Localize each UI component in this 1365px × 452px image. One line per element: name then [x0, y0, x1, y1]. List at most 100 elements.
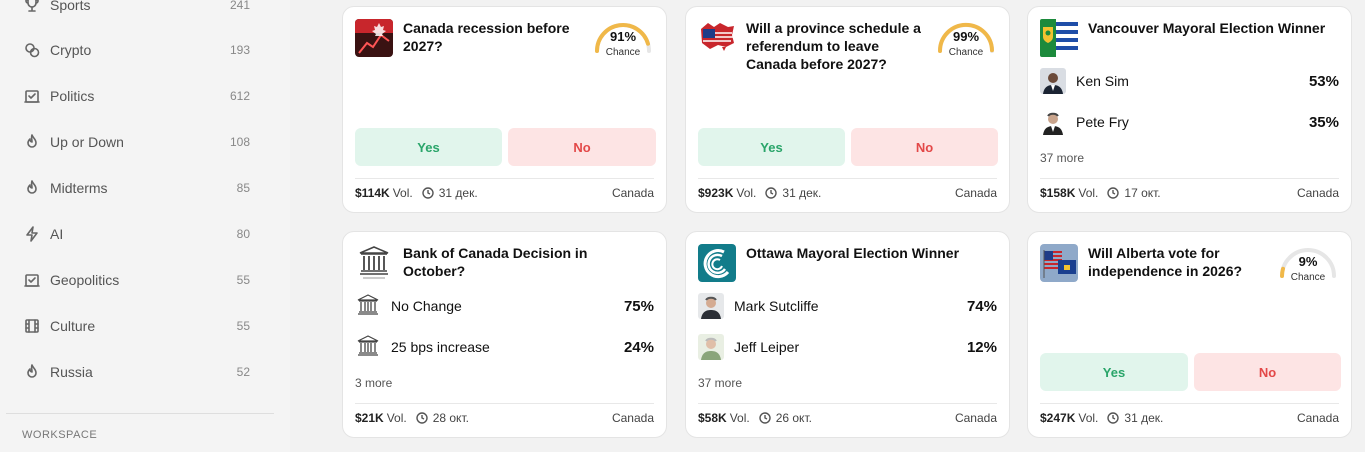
market-title[interactable]: Bank of Canada Decision in October?	[403, 245, 588, 279]
candidate-avatar	[1040, 109, 1066, 135]
outcome-row[interactable]: Jeff Leiper 12%	[698, 332, 997, 362]
sidebar-item-count: 108	[229, 135, 250, 149]
flame-icon	[22, 132, 42, 152]
sidebar-item-russia[interactable]: Russia 52	[8, 352, 270, 392]
volume-label: Vol.	[1078, 186, 1099, 200]
clock-icon	[422, 187, 434, 199]
sidebar: Sports 241 Crypto 193 Politics 612 Up or…	[0, 0, 290, 452]
outcome-row[interactable]: 25 bps increase 24%	[355, 332, 654, 362]
sidebar-item-label: Culture	[50, 318, 96, 334]
sidebar-item-label: Crypto	[50, 42, 92, 58]
outcome-name: Ken Sim	[1076, 73, 1129, 89]
sidebar-item-label: Sports	[50, 0, 91, 13]
outcome-percent: 75%	[623, 297, 654, 315]
sidebar-item-count: 193	[229, 43, 250, 57]
sidebar-item-count: 85	[236, 181, 250, 195]
usa-alberta-flag-thumbnail	[1040, 244, 1078, 282]
market-title[interactable]: Canada recession before 2027?	[403, 20, 570, 54]
category-tag[interactable]: Canada	[1296, 411, 1339, 425]
sidebar-item-midterms[interactable]: Midterms 85	[8, 168, 270, 208]
sidebar-item-up-or-down[interactable]: Up or Down 108	[8, 122, 270, 162]
market-title[interactable]: Will Alberta vote for independence in 20…	[1088, 245, 1243, 279]
volume-label: Vol.	[392, 186, 413, 200]
market-card-canada-recession[interactable]: Canada recession before 2027? 91% Chance…	[342, 6, 667, 213]
more-outcomes-link[interactable]: 3 more	[355, 376, 393, 390]
no-button[interactable]: No	[851, 128, 998, 166]
card-divider	[355, 403, 654, 404]
usa-canada-map-thumbnail	[698, 17, 736, 55]
volume-value: $247K	[1040, 411, 1076, 425]
outcome-row[interactable]: No Change 75%	[355, 291, 654, 321]
sidebar-item-crypto[interactable]: Crypto 193	[8, 30, 270, 70]
category-tag[interactable]: Canada	[954, 411, 997, 425]
sidebar-item-label: AI	[50, 226, 64, 242]
market-card-bank-of-canada[interactable]: Bank of Canada Decision in October? No C…	[342, 231, 667, 438]
chance-gauge: 99% Chance	[934, 15, 998, 63]
yes-button[interactable]: Yes	[1040, 353, 1188, 391]
category-tag[interactable]: Canada	[611, 186, 654, 200]
sidebar-item-culture[interactable]: Culture 55	[8, 306, 270, 346]
card-footer: $923K Vol. 31 дек. Canada	[698, 185, 997, 201]
card-divider	[698, 403, 997, 404]
market-card-province-referendum[interactable]: Will a province schedule a referendum to…	[685, 6, 1010, 213]
film-icon	[22, 316, 42, 336]
clock-icon	[759, 412, 771, 424]
outcome-row[interactable]: Pete Fry 35%	[1040, 107, 1339, 137]
chance-label: Chance	[605, 47, 641, 58]
volume-value: $923K	[698, 186, 734, 200]
coins-icon	[22, 40, 42, 60]
outcome-name: Pete Fry	[1076, 114, 1129, 130]
section-label-workspace: WORKSPACE	[22, 429, 98, 441]
ottawa-logo-thumbnail	[698, 244, 736, 282]
market-card-vancouver-mayor[interactable]: Vancouver Mayoral Election Winner Ken Si…	[1027, 6, 1352, 213]
category-tag[interactable]: Canada	[611, 411, 654, 425]
chance-gauge: 9% Chance	[1276, 240, 1340, 288]
yes-button[interactable]: Yes	[698, 128, 845, 166]
candidate-avatar	[1040, 68, 1066, 94]
outcome-percent: 53%	[1308, 72, 1339, 90]
sidebar-item-label: Up or Down	[50, 134, 124, 150]
card-divider	[698, 178, 997, 179]
sidebar-item-label: Geopolitics	[50, 272, 120, 288]
volume-value: $114K	[355, 186, 390, 200]
sidebar-item-politics[interactable]: Politics 612	[8, 76, 270, 116]
market-title[interactable]: Ottawa Mayoral Election Winner	[746, 245, 960, 261]
sidebar-item-ai[interactable]: AI 80	[8, 214, 270, 254]
market-card-ottawa-mayor[interactable]: Ottawa Mayoral Election Winner Mark Sutc…	[685, 231, 1010, 438]
bank-of-canada-logo-thumbnail	[355, 244, 393, 282]
card-footer: $114K Vol. 31 дек. Canada	[355, 185, 654, 201]
more-outcomes-link[interactable]: 37 more	[1040, 151, 1085, 165]
more-outcomes-link[interactable]: 37 more	[698, 376, 743, 390]
sidebar-item-count: 55	[236, 319, 250, 333]
sidebar-item-geopolitics[interactable]: Geopolitics 55	[8, 260, 270, 300]
card-divider	[1040, 178, 1339, 179]
chance-percent: 9%	[1298, 254, 1318, 269]
sidebar-item-label: Midterms	[50, 180, 108, 196]
category-tag[interactable]: Canada	[954, 186, 997, 200]
card-divider	[355, 178, 654, 179]
sidebar-item-count: 55	[236, 273, 250, 287]
outcome-percent: 12%	[966, 338, 997, 356]
market-title[interactable]: Will a province schedule a referendum to…	[746, 20, 921, 72]
sidebar-item-count: 80	[236, 227, 250, 241]
yes-button[interactable]: Yes	[355, 128, 502, 166]
flame-icon	[22, 178, 42, 198]
outcome-row[interactable]: Ken Sim 53%	[1040, 66, 1339, 96]
volume-label: Vol.	[386, 411, 407, 425]
volume-value: $158K	[1040, 186, 1076, 200]
bank-logo-icon	[355, 334, 381, 360]
outcome-percent: 24%	[623, 338, 654, 356]
volume-label: Vol.	[729, 411, 750, 425]
no-button[interactable]: No	[508, 128, 656, 166]
market-title[interactable]: Vancouver Mayoral Election Winner	[1088, 20, 1326, 36]
candidate-avatar	[698, 334, 724, 360]
sidebar-item-sports[interactable]: Sports 241	[8, 0, 270, 25]
no-button[interactable]: No	[1194, 353, 1341, 391]
ballot-icon	[22, 86, 42, 106]
lightning-icon	[22, 224, 42, 244]
outcome-row[interactable]: Mark Sutcliffe 74%	[698, 291, 997, 321]
category-tag[interactable]: Canada	[1296, 186, 1339, 200]
trophy-icon	[22, 0, 42, 15]
bank-logo-icon	[355, 293, 381, 319]
market-card-alberta-independence[interactable]: Will Alberta vote for independence in 20…	[1027, 231, 1352, 438]
